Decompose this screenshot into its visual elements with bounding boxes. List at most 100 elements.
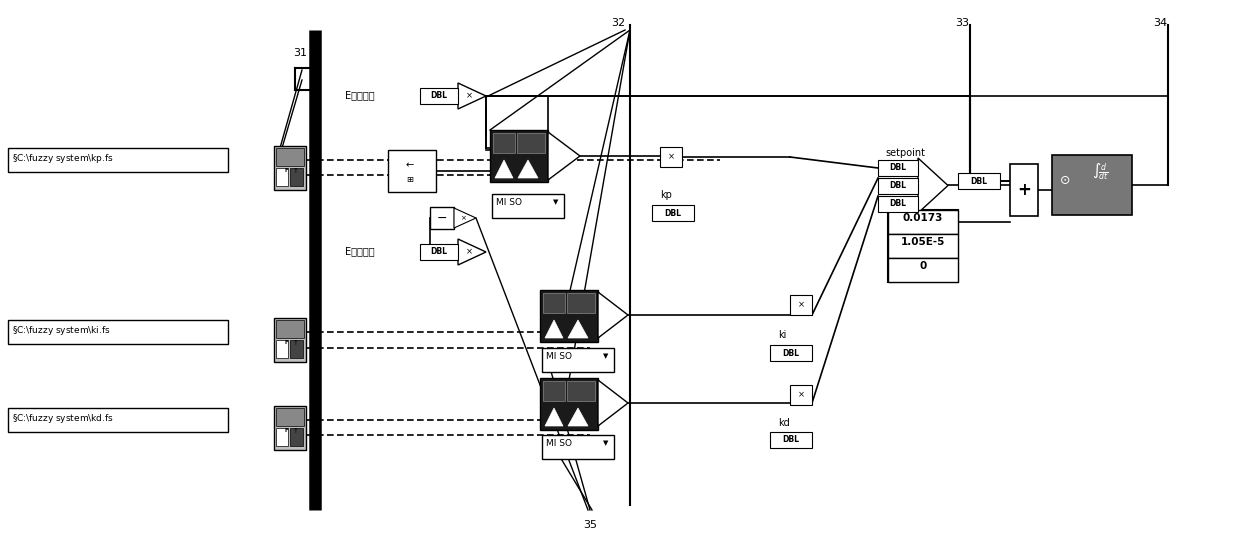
Bar bbox=[388, 150, 436, 192]
Text: F: F bbox=[284, 168, 288, 173]
Bar bbox=[770, 432, 812, 448]
Bar bbox=[277, 148, 304, 166]
Bar bbox=[274, 146, 306, 190]
Polygon shape bbox=[548, 132, 580, 180]
Bar bbox=[494, 133, 515, 153]
Bar bbox=[290, 168, 303, 186]
Bar bbox=[878, 160, 918, 176]
Polygon shape bbox=[518, 160, 538, 178]
Polygon shape bbox=[495, 160, 513, 178]
Bar bbox=[7, 320, 228, 344]
Bar bbox=[274, 406, 306, 450]
Text: $\S$C:\fuzzy system\kd.fs: $\S$C:\fuzzy system\kd.fs bbox=[12, 412, 114, 425]
Text: E量化因子: E量化因子 bbox=[345, 90, 374, 100]
Bar bbox=[652, 205, 694, 221]
Bar bbox=[542, 348, 614, 372]
Text: ×: × bbox=[460, 215, 466, 221]
Text: ↑: ↑ bbox=[293, 340, 299, 346]
Text: ×: × bbox=[667, 152, 675, 162]
Bar bbox=[542, 435, 614, 459]
Bar bbox=[888, 234, 959, 258]
Polygon shape bbox=[598, 380, 627, 426]
Bar bbox=[539, 378, 598, 430]
Bar bbox=[543, 381, 565, 401]
Polygon shape bbox=[918, 158, 949, 213]
Text: ←: ← bbox=[405, 160, 414, 170]
Text: DBL: DBL bbox=[665, 209, 682, 217]
Text: 32: 32 bbox=[611, 18, 625, 28]
Bar bbox=[660, 147, 682, 167]
Text: DBL: DBL bbox=[430, 247, 448, 257]
Polygon shape bbox=[568, 320, 588, 338]
Text: DBL: DBL bbox=[889, 199, 906, 209]
Bar bbox=[290, 428, 303, 446]
Bar bbox=[567, 293, 595, 313]
Text: ×: × bbox=[797, 300, 805, 310]
Bar bbox=[790, 295, 812, 315]
Text: setpoint: setpoint bbox=[885, 148, 925, 158]
Polygon shape bbox=[568, 408, 588, 426]
Text: 33: 33 bbox=[955, 18, 968, 28]
Text: kp: kp bbox=[660, 190, 672, 200]
Text: DBL: DBL bbox=[889, 163, 906, 172]
Bar bbox=[420, 88, 458, 104]
Text: 31: 31 bbox=[293, 48, 308, 58]
Bar bbox=[7, 148, 228, 172]
Bar bbox=[539, 290, 598, 342]
Text: ×: × bbox=[465, 247, 472, 257]
Text: MI SO: MI SO bbox=[546, 439, 572, 448]
Polygon shape bbox=[458, 83, 486, 109]
Text: F: F bbox=[284, 428, 288, 433]
Bar bbox=[274, 318, 306, 362]
Polygon shape bbox=[458, 239, 486, 265]
Text: DBL: DBL bbox=[430, 92, 448, 100]
Text: DBL: DBL bbox=[782, 436, 800, 444]
Text: 0.0173: 0.0173 bbox=[903, 213, 944, 223]
Bar bbox=[430, 207, 454, 229]
Bar bbox=[7, 408, 228, 432]
Text: F: F bbox=[284, 341, 288, 346]
Text: −: − bbox=[436, 211, 448, 225]
Text: +: + bbox=[1017, 181, 1030, 199]
Text: ⊞: ⊞ bbox=[407, 176, 413, 184]
Polygon shape bbox=[546, 320, 563, 338]
Text: MI SO: MI SO bbox=[496, 198, 522, 207]
Bar bbox=[492, 194, 564, 218]
Text: ▼: ▼ bbox=[604, 353, 609, 359]
Bar bbox=[888, 258, 959, 282]
Bar bbox=[878, 196, 918, 212]
Text: ×: × bbox=[797, 390, 805, 400]
Bar bbox=[888, 210, 959, 234]
Text: 35: 35 bbox=[583, 520, 596, 530]
Text: 0: 0 bbox=[919, 261, 926, 271]
Bar bbox=[1011, 164, 1038, 216]
Bar bbox=[888, 210, 959, 282]
Text: ×: × bbox=[465, 92, 472, 100]
Text: 1.05E-5: 1.05E-5 bbox=[900, 237, 945, 247]
Text: ↑: ↑ bbox=[293, 168, 299, 174]
Polygon shape bbox=[598, 292, 627, 338]
Polygon shape bbox=[454, 208, 476, 228]
Text: kd: kd bbox=[777, 418, 790, 428]
Bar bbox=[790, 385, 812, 405]
Text: $\odot$: $\odot$ bbox=[1059, 173, 1070, 187]
Bar bbox=[290, 340, 303, 358]
Text: DBL: DBL bbox=[971, 177, 987, 185]
Text: DBL: DBL bbox=[782, 348, 800, 358]
Text: 34: 34 bbox=[1153, 18, 1167, 28]
Bar bbox=[490, 130, 548, 182]
Text: E量化因子: E量化因子 bbox=[345, 246, 374, 256]
Text: DBL: DBL bbox=[889, 182, 906, 190]
Bar bbox=[277, 320, 304, 338]
Bar bbox=[770, 345, 812, 361]
Text: ▼: ▼ bbox=[604, 440, 609, 446]
Bar bbox=[878, 178, 918, 194]
Bar bbox=[1052, 155, 1132, 215]
Bar bbox=[420, 244, 458, 260]
Text: ki: ki bbox=[777, 330, 786, 340]
Text: ↑: ↑ bbox=[293, 428, 299, 434]
Polygon shape bbox=[546, 408, 563, 426]
Bar bbox=[277, 168, 288, 186]
Bar bbox=[959, 173, 999, 189]
Text: $\int\!\frac{d}{dt}$: $\int\!\frac{d}{dt}$ bbox=[1091, 162, 1109, 182]
